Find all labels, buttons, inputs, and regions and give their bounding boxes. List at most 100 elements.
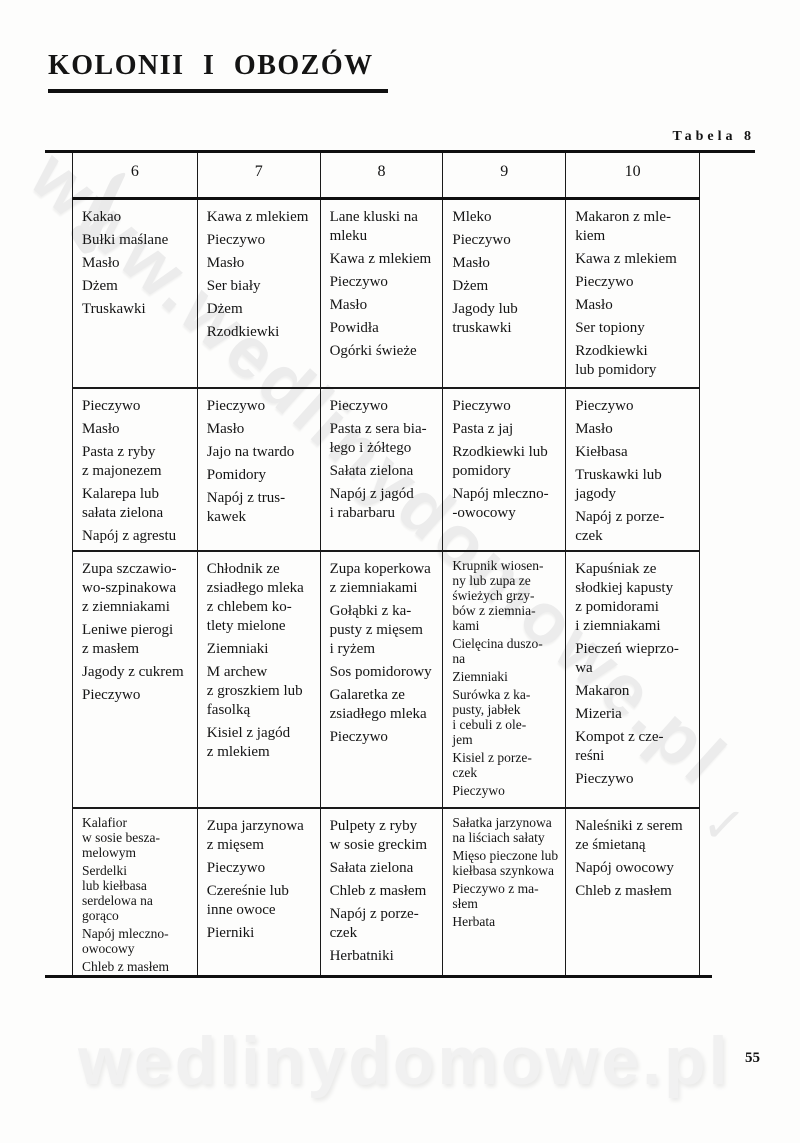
menu-item: Pieczywo [329,729,388,745]
menu-cell: Pieczywo Masło Jajo na twardo Pomidory Napój… [198,389,321,550]
menu-cell: Pieczywo Masło Pasta z ryby z majonezem Kal… [73,389,198,550]
menu-item: Masło [82,421,120,437]
menu-item: Ser biały [206,278,261,294]
menu-item: Surówka z ka- pusty, jabłek i cebuli z o… [452,687,531,747]
menu-item: Pieczywo [329,398,388,414]
menu-item: Napój z jagód i rabarbaru [329,486,414,521]
menu-cell: Naleśniki z serem ze śmietaną Napój owoco… [566,809,700,975]
menu-item: Masło [575,297,613,313]
menu-item: Gołąbki z ka- pusty z mięsem i ryżem [329,603,423,657]
column-header: 8 [321,153,444,197]
table-bottom-rule [45,975,712,978]
menu-item: Leniwe pierogi z masłem [82,622,174,657]
menu-item: Lane kluski na mleku [329,209,418,244]
menu-item: Kisiel z porze- czek [452,750,532,780]
menu-item: Rzodkiewki lub pomidory [452,444,548,479]
menu-item: Pieczywo [82,687,141,703]
menu-item: Pieczywo z ma- słem [452,881,539,911]
menu-item: Pieczywo [82,398,141,414]
menu-item: Pieczywo [329,274,388,290]
menu-item: Pierniki [206,925,255,941]
menu-item: Pieczywo [452,783,505,798]
menu-item: Jagody lub truskawki [452,301,518,336]
menu-item: Napój mleczno- owocowy [82,926,169,956]
menu-item: Kompot z cze- reśni [575,729,664,764]
menu-cell: Makaron z mle- kiem Kawa z mlekiem Pieczyw… [566,200,700,387]
menu-cell: Pulpety z ryby w sosie greckim Sałata zie… [321,809,444,975]
menu-item: Krupnik wiosen- ny lub zupa ze świeżych … [452,558,544,633]
menu-item: Bułki maślane [82,232,169,248]
menu-item: Masło [452,255,490,271]
menu-row: Kalafior w sosie besza- melowym Serdelki … [72,807,700,975]
column-header: 10 [566,153,700,197]
menu-item: Ziemniaki [206,641,269,657]
menu-item: Kakao [82,209,122,225]
menu-item: Pieczywo [452,398,511,414]
menu-table: 6 7 8 9 10 Kakao Bułki maślane Masło Dżem Tr… [45,150,755,978]
menu-item: Pieczywo [575,771,634,787]
menu-item: Pulpety z ryby w sosie greckim [329,818,428,853]
menu-item: Sałata zielona [329,463,414,479]
menu-item: Pasta z jaj [452,421,514,437]
menu-item: Czereśnie lub inne owoce [206,883,289,918]
table-label: Tabela 8 [672,129,755,144]
menu-item: Makaron z mle- kiem [575,209,671,244]
menu-item: Kalarepa lub sałata zielona [82,486,164,521]
menu-item: Mizeria [575,706,622,722]
menu-item: Mleko [452,209,492,225]
menu-cell: Zupa jarzynowa z mięsem Pieczywo Czereśnie… [198,809,321,975]
menu-item: Napój mleczno- -owocowy [452,486,549,521]
menu-cell: Pieczywo Masło Kiełbasa Truskawki lub jagod… [566,389,700,550]
menu-item: Ser topiony [575,320,645,336]
menu-item: Napój z porze- czek [329,906,419,941]
menu-cell: Pieczywo Pasta z jaj Rzodkiewki lub pomido… [443,389,567,550]
menu-item: Kalafior w sosie besza- melowym [82,815,160,860]
menu-item: Rzodkiewki lub pomidory [575,343,657,378]
menu-item: Pieczywo [206,232,266,248]
menu-cell: Kapuśniak ze słodkiej kapusty z pomidora… [566,552,700,807]
menu-item: Jagody z cukrem [82,664,184,680]
menu-item: Pieczywo [575,398,634,414]
menu-item: Jajo na twardo [206,444,295,460]
menu-table-header: 6 7 8 9 10 [72,153,700,200]
bottom-watermark: wedlinydomowe.pl [78,1023,731,1099]
menu-item: Galaretka ze zsiadłego mleka [329,687,427,722]
menu-item: Zupa jarzynowa z mięsem [206,818,304,853]
menu-cell: Krupnik wiosen- ny lub zupa ze świeżych … [443,552,567,807]
menu-item: Sałatka jarzynowa na liściach sałaty [452,815,552,845]
menu-item: Kawa z mlekiem [206,209,309,225]
menu-item: Powidła [329,320,379,336]
menu-item: Napój z agrestu [82,528,177,544]
menu-item: Dżem [452,278,489,294]
menu-cell: Kawa z mlekiem Pieczywo Masło Ser biały Dżem… [198,200,321,387]
menu-item: Kiełbasa [575,444,628,460]
menu-item: Chłodnik ze zsiadłego mleka z chlebem ko… [206,561,304,634]
menu-item: Truskawki [82,301,146,317]
menu-item: Masło [575,421,613,437]
page-title: KOLONII I OBOZÓW [48,50,388,93]
menu-table-body: Kakao Bułki maślane Masło Dżem Truskawki Kawa… [72,200,700,975]
menu-item: Napój z trus- kawek [206,490,286,525]
menu-item: Chleb z masłem [82,959,169,974]
menu-item: Mięso pieczone lub kiełbasa szynkowa [452,848,559,878]
menu-cell: Lane kluski na mleku Kawa z mlekiem Pieczy… [321,200,444,387]
menu-item: Dżem [82,278,118,294]
menu-row: Pieczywo Masło Pasta z ryby z majonezem Kal… [72,387,700,550]
menu-cell: Kakao Bułki maślane Masło Dżem Truskawki [73,200,198,387]
menu-item: Dżem [206,301,243,317]
menu-table-inner: 6 7 8 9 10 Kakao Bułki maślane Masło Dżem Tr… [72,153,700,975]
menu-item: Sos pomidorowy [329,664,432,680]
menu-item: Masło [82,255,120,271]
menu-item: Herbata [452,914,496,929]
menu-item: Zupa koperkowa z ziemniakami [329,561,431,596]
column-header: 7 [198,153,321,197]
menu-cell: Mleko Pieczywo Masło Dżem Jagody lub truskaw… [443,200,567,387]
menu-item: Kawa z mlekiem [575,251,677,267]
menu-item: Kawa z mlekiem [329,251,432,267]
menu-item: Pasta z ryby z majonezem [82,444,162,479]
menu-cell: Kalafior w sosie besza- melowym Serdelki … [73,809,198,975]
menu-item: Napój z porze- czek [575,509,665,544]
menu-item: Pieczywo [206,398,266,414]
menu-item: Cielęcina duszo- na [452,636,543,666]
